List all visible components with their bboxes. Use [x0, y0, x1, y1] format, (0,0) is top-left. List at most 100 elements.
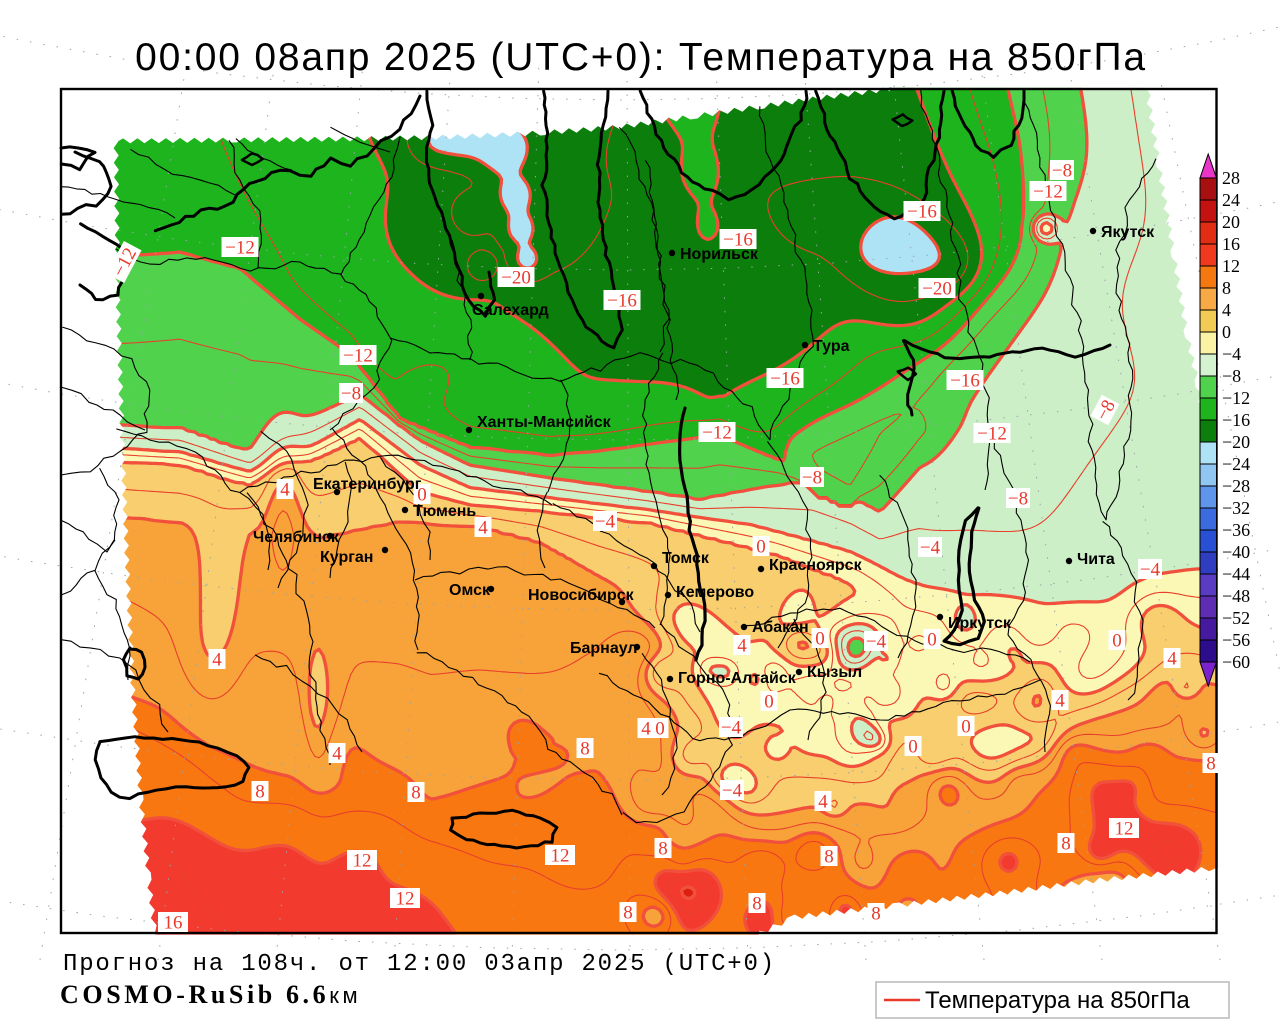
svg-text:0: 0 — [815, 629, 825, 650]
svg-text:−16: −16 — [950, 371, 980, 392]
svg-text:8: 8 — [871, 904, 881, 925]
svg-text:−4: −4 — [722, 781, 743, 802]
svg-text:8: 8 — [824, 847, 834, 868]
svg-text:−4: −4 — [1140, 560, 1161, 581]
svg-text:−4: −4 — [866, 632, 887, 653]
svg-text:−12: −12 — [225, 238, 255, 259]
svg-text:4: 4 — [1055, 691, 1065, 712]
svg-text:4: 4 — [280, 480, 290, 501]
svg-text:28: 28 — [1222, 168, 1240, 188]
svg-text:−60: −60 — [1222, 652, 1250, 672]
svg-text:Омск: Омск — [449, 582, 491, 599]
svg-text:Абакан: Абакан — [752, 619, 809, 636]
svg-text:−12: −12 — [343, 346, 373, 367]
svg-text:20: 20 — [1222, 212, 1240, 232]
svg-text:Температура на 850гПа: Температура на 850гПа — [925, 987, 1190, 1014]
svg-text:−8: −8 — [1222, 366, 1241, 386]
svg-text:−44: −44 — [1222, 564, 1250, 584]
svg-text:0: 0 — [961, 717, 971, 738]
svg-text:−16: −16 — [770, 369, 800, 390]
svg-text:8: 8 — [580, 739, 590, 760]
svg-text:Челябинск: Челябинск — [253, 529, 340, 546]
svg-text:Салехард: Салехард — [472, 302, 549, 319]
svg-text:Ханты-Мансийск: Ханты-Мансийск — [477, 414, 612, 431]
svg-text:−12: −12 — [1033, 182, 1063, 203]
svg-text:Чита: Чита — [1077, 551, 1115, 568]
svg-text:Якутск: Якутск — [1101, 224, 1155, 241]
svg-text:−24: −24 — [1222, 454, 1250, 474]
svg-text:Кемерово: Кемерово — [676, 584, 754, 601]
svg-text:−48: −48 — [1222, 586, 1250, 606]
svg-text:8: 8 — [1206, 754, 1216, 775]
svg-text:−20: −20 — [1222, 432, 1250, 452]
svg-text:−28: −28 — [1222, 476, 1250, 496]
svg-text:Новосибирск: Новосибирск — [528, 587, 635, 604]
svg-text:8: 8 — [255, 782, 265, 803]
svg-text:Тура: Тура — [813, 338, 850, 355]
svg-text:12: 12 — [1222, 256, 1240, 276]
svg-text:16: 16 — [1222, 234, 1240, 254]
svg-text:Иркутск: Иркутск — [948, 615, 1012, 632]
svg-text:4: 4 — [641, 719, 651, 740]
svg-text:4: 4 — [478, 518, 488, 539]
svg-text:0: 0 — [655, 719, 665, 740]
svg-text:−16: −16 — [1222, 410, 1250, 430]
svg-text:Норильск: Норильск — [680, 246, 759, 263]
svg-text:−16: −16 — [907, 202, 937, 223]
svg-text:Екатеринбург: Екатеринбург — [313, 476, 422, 493]
svg-text:Прогноз на 108ч. от 12:00 03ап: Прогноз на 108ч. от 12:00 03апр 2025 (UT… — [63, 951, 776, 978]
svg-text:8: 8 — [658, 839, 668, 860]
svg-text:Горно-Алтайск: Горно-Алтайск — [678, 670, 797, 687]
svg-text:0: 0 — [764, 692, 774, 713]
svg-text:−12: −12 — [1222, 388, 1250, 408]
svg-text:16: 16 — [164, 913, 183, 934]
svg-text:−52: −52 — [1222, 608, 1250, 628]
svg-text:0: 0 — [756, 537, 766, 558]
svg-text:−36: −36 — [1222, 520, 1250, 540]
svg-text:−40: −40 — [1222, 542, 1250, 562]
svg-text:0: 0 — [927, 630, 937, 651]
svg-text:0: 0 — [417, 485, 427, 506]
svg-text:−8: −8 — [802, 468, 822, 489]
svg-text:4: 4 — [818, 792, 828, 813]
svg-text:0: 0 — [908, 737, 918, 758]
svg-text:12: 12 — [396, 889, 415, 910]
svg-text:Кызыл: Кызыл — [807, 664, 862, 681]
svg-text:−16: −16 — [607, 291, 637, 312]
svg-text:4: 4 — [1222, 300, 1231, 320]
svg-text:−4: −4 — [721, 718, 742, 739]
svg-text:−8: −8 — [1052, 161, 1072, 182]
svg-text:8: 8 — [1061, 834, 1071, 855]
svg-text:−56: −56 — [1222, 630, 1250, 650]
svg-text:4: 4 — [212, 650, 222, 671]
svg-text:8: 8 — [1222, 278, 1231, 298]
svg-text:Барнаул: Барнаул — [570, 640, 638, 657]
svg-text:12: 12 — [353, 851, 372, 872]
svg-text:Курган: Курган — [320, 549, 373, 566]
svg-text:Тюмень: Тюмень — [413, 503, 476, 520]
svg-text:COSMO-RuSib 6.6км: COSMO-RuSib 6.6км — [60, 980, 361, 1009]
svg-text:−12: −12 — [702, 423, 732, 444]
svg-text:12: 12 — [1115, 819, 1134, 840]
svg-text:−4: −4 — [1222, 344, 1241, 364]
svg-text:−4: −4 — [595, 512, 616, 533]
svg-text:−32: −32 — [1222, 498, 1250, 518]
svg-text:−8: −8 — [1008, 489, 1028, 510]
svg-text:00:00 08апр 2025 (UTC+0): Темп: 00:00 08апр 2025 (UTC+0): Температура на… — [135, 36, 1147, 79]
svg-text:0: 0 — [1222, 322, 1231, 342]
svg-text:−16: −16 — [723, 230, 753, 251]
svg-text:0: 0 — [1112, 631, 1122, 652]
svg-text:Красноярск: Красноярск — [769, 557, 863, 574]
svg-text:4: 4 — [332, 744, 342, 765]
svg-text:Томск: Томск — [662, 550, 710, 567]
svg-text:8: 8 — [752, 894, 762, 915]
svg-text:8: 8 — [411, 783, 421, 804]
svg-text:24: 24 — [1222, 190, 1240, 210]
svg-text:−20: −20 — [501, 268, 531, 289]
svg-text:−4: −4 — [920, 538, 941, 559]
svg-text:12: 12 — [551, 846, 570, 867]
svg-text:−8: −8 — [341, 384, 361, 405]
svg-text:−12: −12 — [977, 424, 1007, 445]
svg-text:4: 4 — [737, 636, 747, 657]
svg-text:8: 8 — [623, 903, 633, 924]
